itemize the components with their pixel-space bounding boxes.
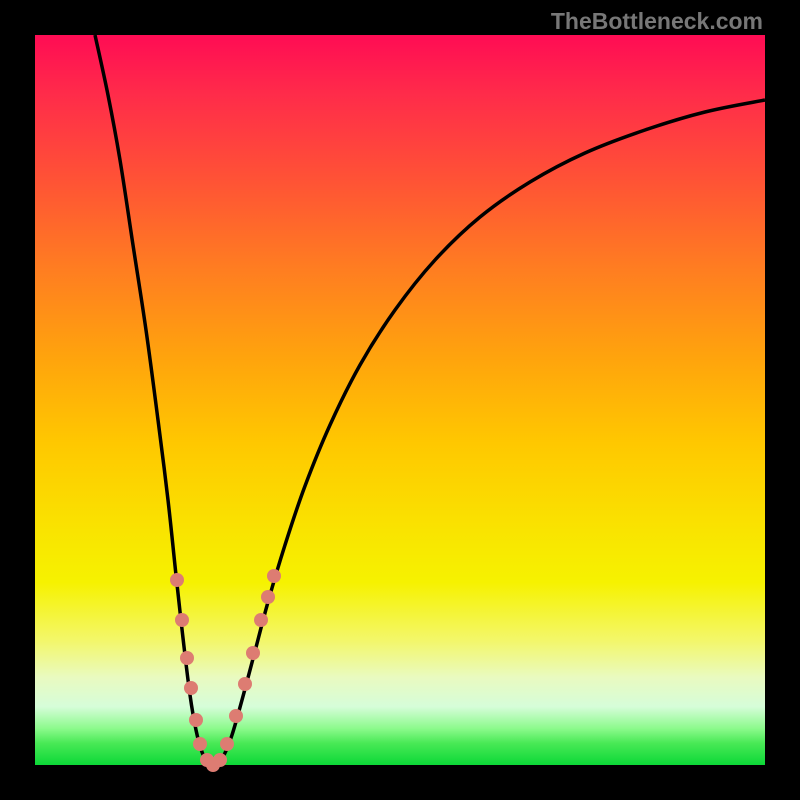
watermark-text: TheBottleneck.com [551,8,763,35]
chart-container: TheBottleneck.com [0,0,800,800]
plot-gradient-background [35,35,765,765]
